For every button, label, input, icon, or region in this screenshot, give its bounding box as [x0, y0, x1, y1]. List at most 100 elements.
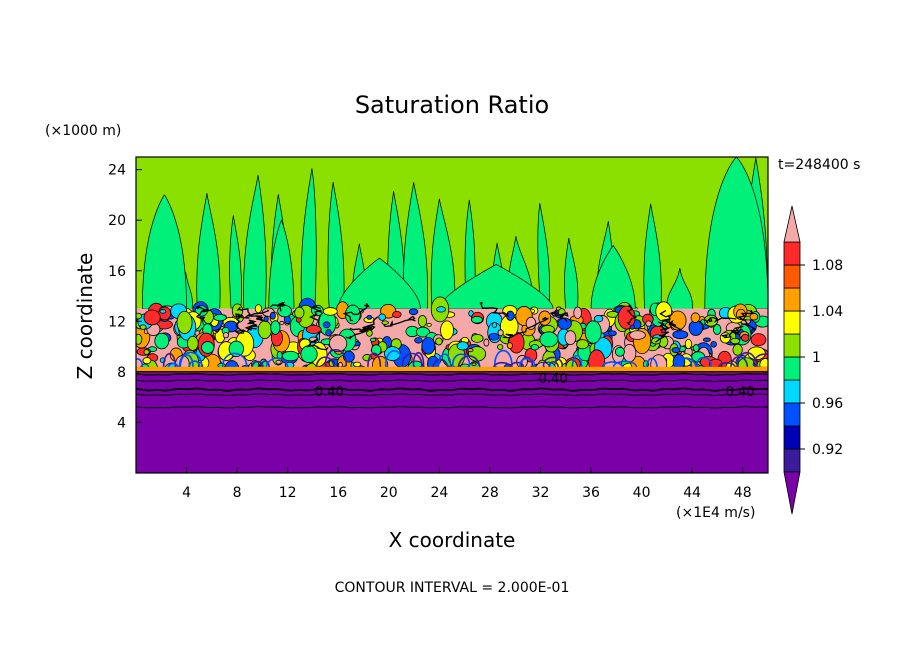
cloud-cell: [435, 337, 443, 346]
contour-interval-note: CONTOUR INTERVAL = 2.000E-01: [335, 580, 570, 596]
plume-band: [268, 219, 295, 310]
cloud-cell: [584, 320, 602, 344]
x-tick-label: 32: [532, 485, 550, 501]
cloud-cell: [669, 310, 687, 331]
colorbar-tick-label: 1.04: [812, 304, 843, 320]
cloud-cell: [228, 340, 244, 358]
plot-area: [136, 157, 768, 473]
cloud-cell: [154, 332, 170, 350]
cloud-cell: [408, 308, 419, 316]
contour-label: 0.40: [539, 372, 568, 387]
plume-band: [141, 194, 187, 310]
cloud-cell: [159, 309, 167, 314]
lower-layer: [136, 366, 768, 473]
contour-line: [306, 330, 329, 351]
colorbar-swatch: [783, 310, 801, 335]
x-tick-label: 8: [233, 485, 242, 501]
colorbar-swatch: [783, 241, 801, 266]
cloud-cell: [622, 343, 637, 363]
x-tick-label: 36: [582, 485, 600, 501]
y-tick-label: 4: [117, 415, 126, 431]
cloud-layer: [136, 296, 768, 380]
plume-band: [439, 264, 554, 310]
cloud-cell: [269, 311, 276, 320]
x-tick-label: 40: [633, 485, 651, 501]
colorbar-swatch: [783, 425, 801, 450]
cloud-cell: [456, 341, 469, 351]
cloud-cell: [710, 340, 717, 348]
colorbar-swatch: [783, 333, 801, 358]
cloud-cell: [732, 343, 743, 356]
cloud-cell: [421, 337, 436, 355]
cloud-cell: [381, 320, 389, 325]
cloud-cell: [142, 357, 152, 365]
contour-line: [136, 406, 768, 409]
plume: [300, 168, 317, 316]
cloud-cell: [712, 324, 722, 335]
plume: [327, 182, 345, 316]
cloud-cell: [378, 313, 387, 321]
colorbar-tick-label: 0.92: [812, 442, 843, 458]
cloud-cell: [136, 333, 143, 345]
cloud-cell: [684, 338, 693, 350]
y-tick-label: 20: [108, 213, 126, 229]
cloud-cell: [692, 344, 700, 352]
contour-line: [550, 310, 569, 322]
colorbar-swatch: [783, 402, 801, 427]
chart-title: Saturation Ratio: [355, 91, 549, 119]
contour-line: [659, 310, 682, 331]
cloud-cell: [143, 349, 150, 355]
contour-line: [655, 321, 670, 343]
cloud-cell: [187, 335, 199, 351]
x-tick-label: 4: [182, 485, 191, 501]
x-axis-label: X coordinate: [389, 528, 516, 552]
contour-line: [720, 325, 744, 339]
plume-band: [590, 244, 636, 310]
cloud-cell: [440, 320, 454, 341]
cloud-cell: [690, 312, 701, 323]
colorbar-swatch: [783, 379, 801, 404]
cloud-cell: [436, 306, 446, 313]
plume: [229, 215, 242, 316]
plume-band: [337, 257, 421, 310]
cloud-cell: [329, 334, 348, 353]
cloud-cell: [366, 314, 373, 320]
cloud-cell: [222, 332, 230, 339]
y-axis-ticks: 4 8 12 16 20 24: [108, 163, 142, 431]
y-unit-label: (×1000 m): [45, 123, 121, 139]
y-tick-label: 12: [108, 314, 126, 330]
y-tick-label: 24: [108, 163, 126, 179]
x-tick-label: 20: [380, 485, 398, 501]
x-tick-label: 48: [734, 485, 752, 501]
cloud-cell: [275, 359, 282, 365]
plume: [666, 267, 693, 316]
contour-line: [244, 319, 258, 331]
contour-line: [737, 309, 756, 333]
contour-line: [136, 387, 768, 392]
cloud-cell: [257, 320, 272, 340]
cloud-cell: [671, 346, 681, 354]
cloud-cell: [497, 329, 504, 337]
cloud-cell: [369, 337, 377, 342]
cloud-cell: [593, 315, 604, 323]
cloud-cell: [139, 324, 147, 330]
cloud-cell: [629, 330, 646, 340]
colorbar-swatch: [783, 287, 801, 312]
contour-line: [136, 393, 768, 396]
colorbar-tick-label: 0.96: [812, 396, 843, 412]
cloud-cell: [730, 337, 741, 345]
cloud-cell: [741, 333, 750, 342]
contour-line: [309, 305, 323, 321]
cloud-cell: [506, 342, 513, 350]
cloud-cell: [254, 304, 262, 314]
cloud-cell: [608, 330, 617, 337]
contour-line: [248, 309, 270, 322]
cloud-cell: [325, 328, 332, 337]
cloud-cell: [417, 314, 428, 328]
contour-line: [502, 316, 549, 339]
colorbar-extend-high: [783, 205, 801, 243]
cloud-cell: [270, 320, 281, 335]
cloud-cell: [564, 330, 577, 346]
contour-line: [626, 304, 637, 326]
